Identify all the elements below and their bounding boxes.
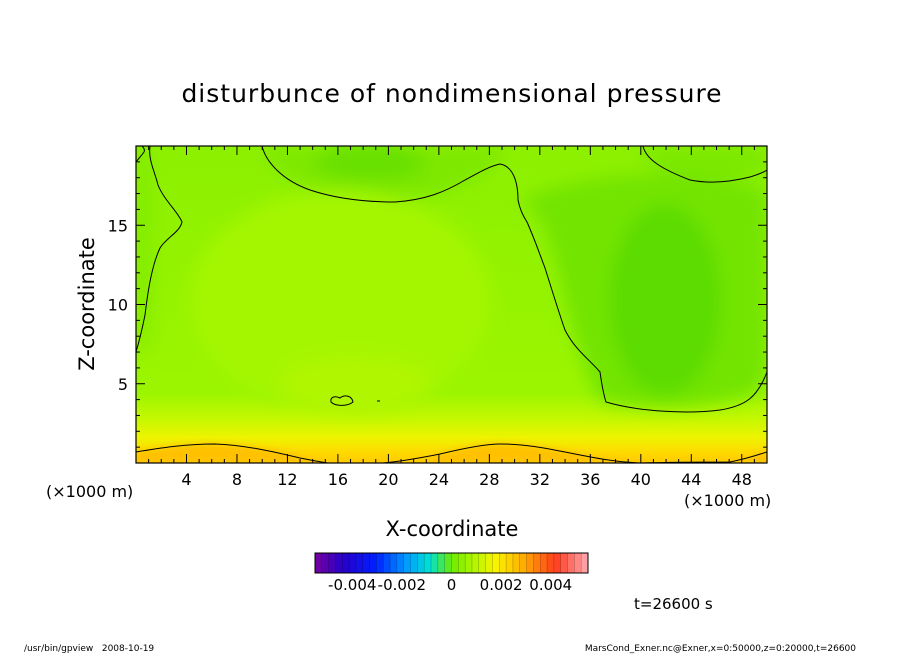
y-tick-label: 10: [108, 296, 128, 315]
colorbar-swatch: [417, 553, 425, 573]
colorbar-tick-label: 0.002: [480, 576, 523, 594]
colorbar-swatch: [390, 553, 398, 573]
colorbar-swatch: [362, 553, 370, 573]
y-axis-tick-labels: 5 10 15: [108, 216, 128, 394]
colorbar-swatch: [335, 553, 343, 573]
region-bottom-layer: [136, 443, 320, 463]
x-tick-label: 8: [232, 470, 242, 489]
x-axis-ticks: [148, 146, 755, 463]
colorbar-swatch: [458, 553, 466, 573]
x-tick-label: 48: [732, 470, 752, 489]
contour-line: [261, 146, 767, 413]
colorbar-swatch: [547, 553, 555, 573]
colorbar-tick-label: -0.002: [378, 576, 426, 594]
x-tick-label: 12: [277, 470, 297, 489]
colorbar-swatch: [451, 553, 459, 573]
x-tick-label: 44: [681, 470, 701, 489]
colorbar-swatch: [492, 553, 500, 573]
contour-line: [642, 146, 767, 183]
y-axis-unit: (×1000 m): [46, 482, 133, 501]
y-tick-label: 5: [118, 375, 128, 394]
x-tick-label: 20: [378, 470, 398, 489]
colorbar-tick-label: 0: [447, 576, 457, 594]
contour-line: [136, 146, 145, 163]
colorbar-tick-labels: -0.004 -0.002 0 0.002 0.004: [328, 576, 572, 594]
x-tick-label: 36: [580, 470, 600, 489]
colorbar: [314, 553, 589, 573]
colorbar-swatch: [349, 553, 357, 573]
time-label: t=26600 s: [634, 595, 713, 613]
colorbar-swatch: [396, 553, 405, 573]
y-axis-ticks: [136, 161, 767, 448]
contour-line: [136, 146, 183, 353]
colorbar-swatch: [444, 553, 452, 573]
region-right-core: [610, 205, 720, 395]
plot-area: [136, 146, 767, 463]
colorbar-swatch: [471, 553, 480, 573]
colorbar-swatch: [424, 553, 432, 573]
colorbar-swatch: [553, 553, 562, 573]
colorbar-swatch: [403, 553, 411, 573]
colorbar-swatch: [574, 553, 582, 573]
x-tick-label: 4: [181, 470, 191, 489]
x-tick-label: 40: [631, 470, 651, 489]
colorbar-swatch: [526, 553, 534, 573]
colorbar-swatch: [410, 553, 418, 573]
colorbar-swatch: [383, 553, 391, 573]
colorbar-swatch: [512, 553, 521, 573]
colorbar-swatch: [506, 553, 514, 573]
y-tick-label: 15: [108, 216, 128, 235]
footer-left: /usr/bin/gpview 2008-10-19: [24, 644, 154, 654]
x-tick-label: 32: [530, 470, 550, 489]
x-tick-label: 16: [328, 470, 348, 489]
colorbar-swatch: [328, 553, 336, 573]
colorbar-swatch: [560, 553, 568, 573]
colorbar-frame: [314, 552, 589, 574]
x-axis-tick-labels: 4 8 12 16 20 24 28 32 36 40 44 48: [181, 470, 752, 489]
colorbar-swatch: [581, 553, 589, 573]
colorbar-swatch: [355, 553, 364, 573]
chart-title: disturbunce of nondimensional pressure: [181, 79, 722, 108]
colorbar-swatch: [465, 553, 473, 573]
region-top-centre-core: [315, 146, 425, 182]
colorbar-swatch: [376, 553, 384, 573]
colorbar-swatch: [519, 553, 527, 573]
contour-lines: [136, 146, 767, 463]
colorbar-tick-label: -0.004: [328, 576, 376, 594]
region-bottom-layer-3: [740, 452, 767, 463]
colorbar-swatch: [485, 553, 493, 573]
colorbar-swatch: [478, 553, 487, 573]
colorbar-swatch: [321, 553, 330, 573]
colorbar-swatch: [431, 553, 439, 573]
colorbar-swatch: [315, 553, 323, 573]
colorbar-swatch: [369, 553, 377, 573]
contour-line: [330, 395, 354, 406]
colorbar-swatch: [342, 553, 350, 573]
region-left-edge: [136, 146, 154, 360]
region-bottom-layer-2: [420, 444, 640, 463]
x-axis-unit: (×1000 m): [684, 491, 771, 510]
x-tick-label: 24: [429, 470, 449, 489]
colorbar-swatch: [540, 553, 548, 573]
footer-right: MarsCond_Exner.nc@Exner,x=0:50000,z=0:20…: [585, 644, 856, 654]
colorbar-swatch: [533, 553, 541, 573]
y-axis-title: Z-coordinate: [75, 237, 99, 371]
x-axis-title: X-coordinate: [386, 517, 519, 541]
colorbar-tick-label: 0.004: [529, 576, 572, 594]
region-interior-high: [190, 190, 490, 410]
colorbar-swatch: [499, 553, 507, 573]
region-lower-blob: [280, 357, 430, 413]
contour-line: [136, 443, 767, 463]
colorbar-swatch: [567, 553, 575, 573]
region-top-right: [640, 146, 767, 179]
x-tick-label: 28: [479, 470, 499, 489]
colorbar-swatch: [437, 553, 446, 573]
